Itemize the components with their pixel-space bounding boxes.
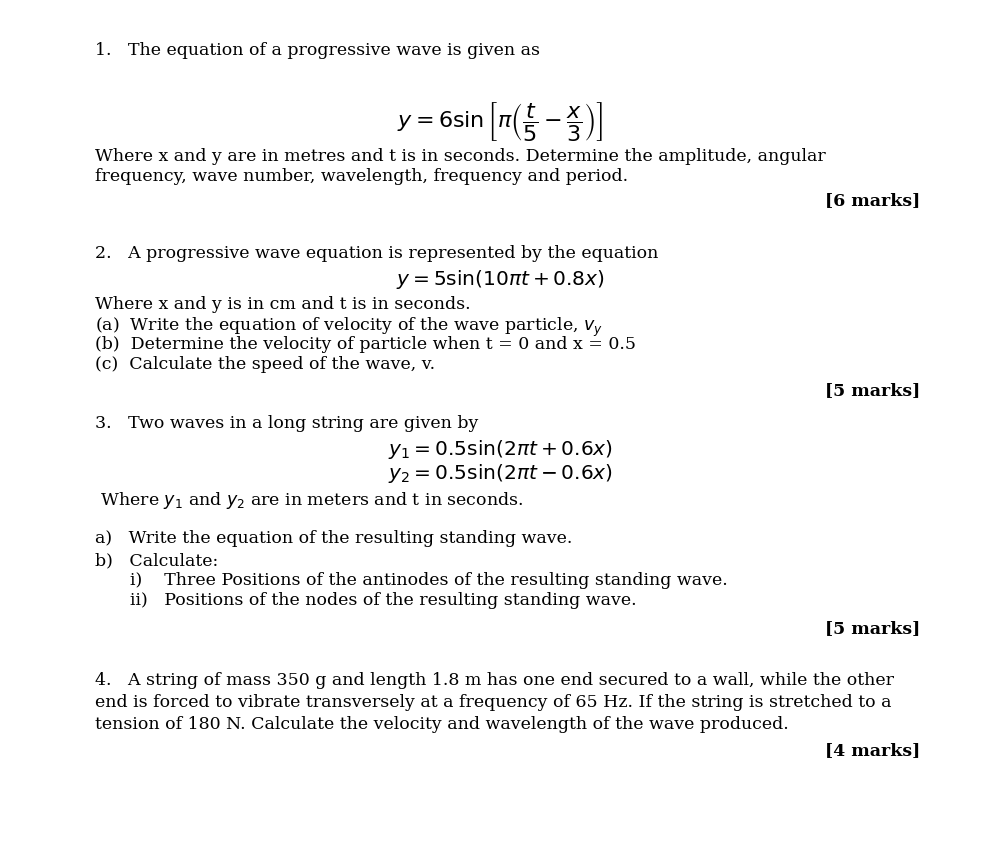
Text: $y_2 = 0.5 \sin(2\pi t - 0.6x)$: $y_2 = 0.5 \sin(2\pi t - 0.6x)$	[388, 462, 612, 485]
Text: (b)  Determine the velocity of particle when t = 0 and x = 0.5: (b) Determine the velocity of particle w…	[95, 336, 636, 353]
Text: 3.   Two waves in a long string are given by: 3. Two waves in a long string are given …	[95, 415, 478, 432]
Text: Where x and y are in metres and t is in seconds. Determine the amplitude, angula: Where x and y are in metres and t is in …	[95, 148, 826, 165]
Text: 1.   The equation of a progressive wave is given as: 1. The equation of a progressive wave is…	[95, 42, 540, 59]
Text: [4 marks]: [4 marks]	[825, 742, 920, 759]
Text: frequency, wave number, wavelength, frequency and period.: frequency, wave number, wavelength, freq…	[95, 168, 628, 185]
Text: [5 marks]: [5 marks]	[825, 620, 920, 637]
Text: end is forced to vibrate transversely at a frequency of 65 Hz. If the string is : end is forced to vibrate transversely at…	[95, 694, 892, 711]
Text: 4.   A string of mass 350 g and length 1.8 m has one end secured to a wall, whil: 4. A string of mass 350 g and length 1.8…	[95, 672, 894, 689]
Text: tension of 180 N. Calculate the velocity and wavelength of the wave produced.: tension of 180 N. Calculate the velocity…	[95, 716, 789, 733]
Text: $y = 5 \sin(10\pi t + 0.8x)$: $y = 5 \sin(10\pi t + 0.8x)$	[396, 268, 604, 291]
Text: $y = 6 \sin\left[\pi\left(\dfrac{t}{5}-\dfrac{x}{3}\right)\right]$: $y = 6 \sin\left[\pi\left(\dfrac{t}{5}-\…	[397, 100, 603, 143]
Text: Where $y_1$ and $y_2$ are in meters and t in seconds.: Where $y_1$ and $y_2$ are in meters and …	[95, 490, 523, 511]
Text: b)   Calculate:: b) Calculate:	[95, 552, 218, 569]
Text: ii)   Positions of the nodes of the resulting standing wave.: ii) Positions of the nodes of the result…	[130, 592, 637, 609]
Text: i)    Three Positions of the antinodes of the resulting standing wave.: i) Three Positions of the antinodes of t…	[130, 572, 728, 589]
Text: Where x and y is in cm and t is in seconds.: Where x and y is in cm and t is in secon…	[95, 296, 471, 313]
Text: [5 marks]: [5 marks]	[825, 382, 920, 399]
Text: $y_1 = 0.5 \sin(2\pi t + 0.6x)$: $y_1 = 0.5 \sin(2\pi t + 0.6x)$	[388, 438, 612, 461]
Text: (c)  Calculate the speed of the wave, v.: (c) Calculate the speed of the wave, v.	[95, 356, 435, 373]
Text: [6 marks]: [6 marks]	[825, 192, 920, 209]
Text: 2.   A progressive wave equation is represented by the equation: 2. A progressive wave equation is repres…	[95, 245, 658, 262]
Text: (a)  Write the equation of velocity of the wave particle, $v_y$: (a) Write the equation of velocity of th…	[95, 316, 603, 339]
Text: a)   Write the equation of the resulting standing wave.: a) Write the equation of the resulting s…	[95, 530, 572, 547]
